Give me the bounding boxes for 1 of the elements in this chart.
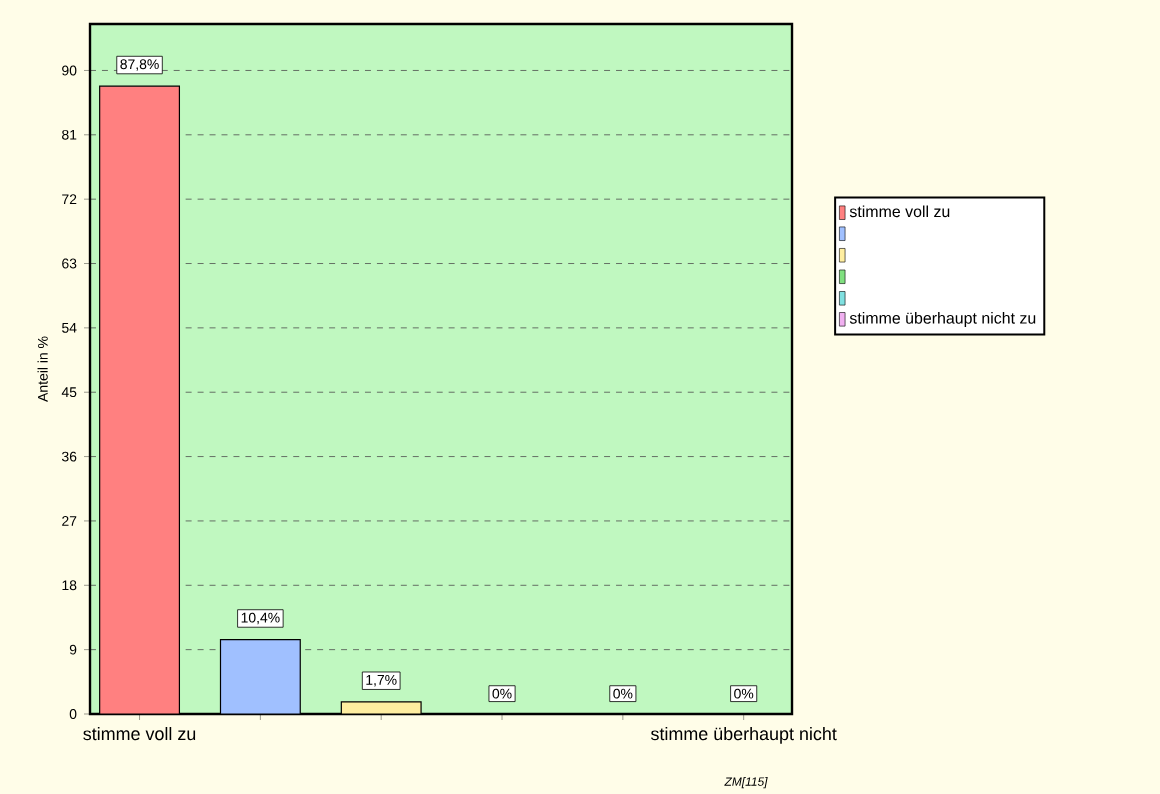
- x-tick-label: stimme überhaupt nicht: [650, 726, 837, 744]
